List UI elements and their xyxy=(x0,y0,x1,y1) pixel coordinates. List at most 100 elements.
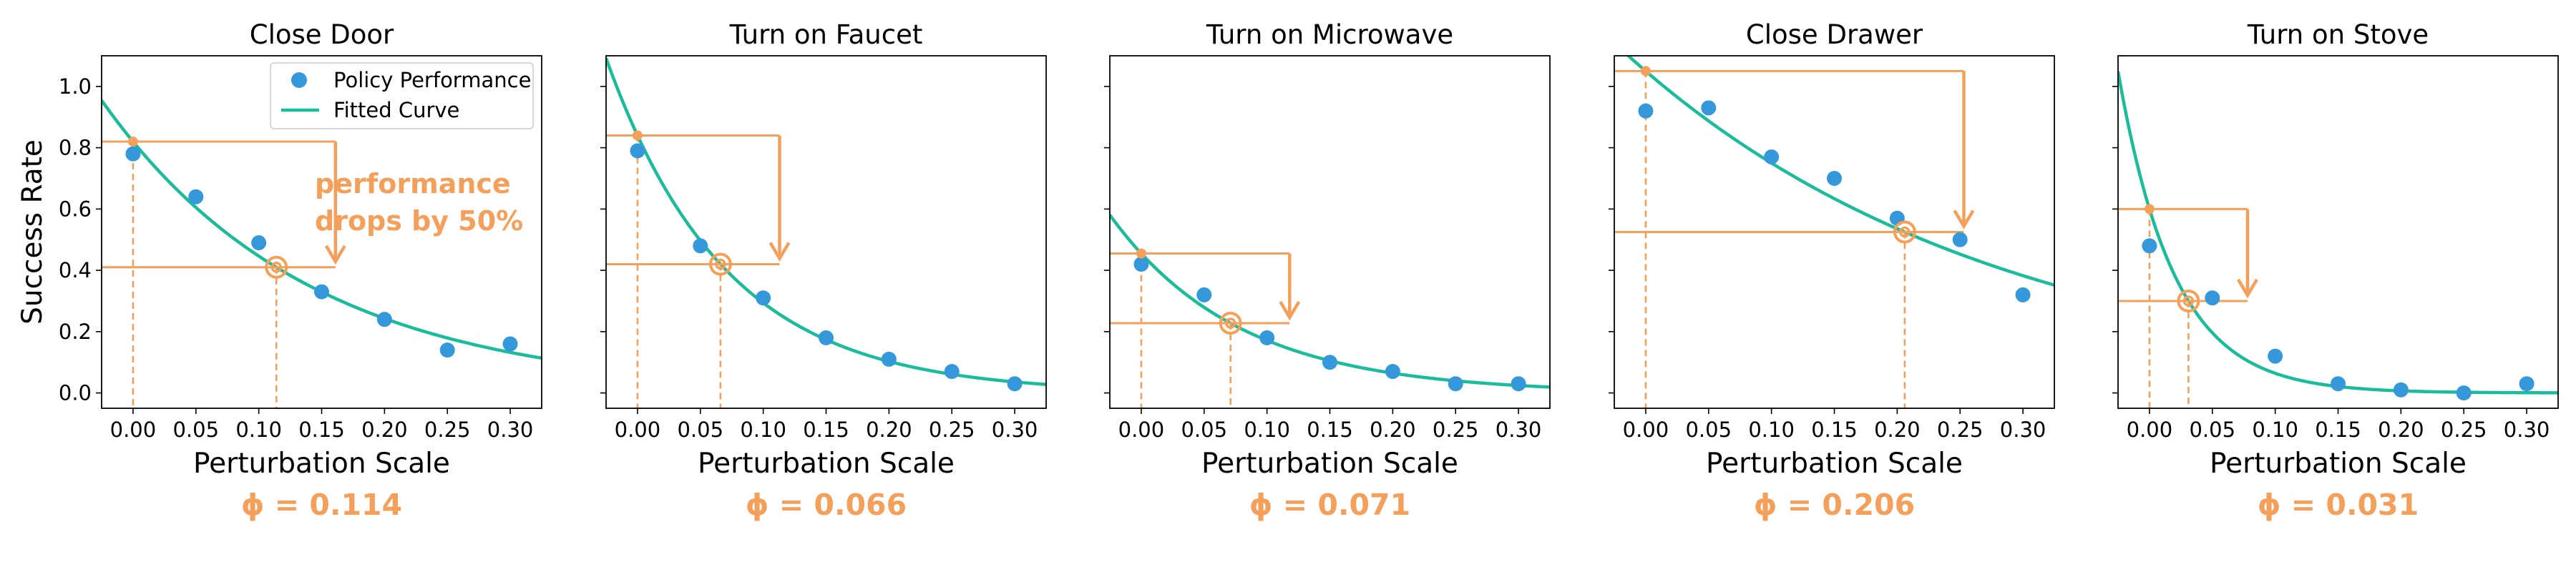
initial-point xyxy=(2144,204,2155,214)
x-tick-label: 0.20 xyxy=(2378,418,2424,442)
x-tick-label: 0.10 xyxy=(1748,418,1795,442)
x-tick-label: 0.30 xyxy=(487,418,534,442)
x-tick-label: 0.00 xyxy=(1623,418,1669,442)
data-point xyxy=(944,364,960,380)
data-point xyxy=(1638,103,1654,119)
data-point xyxy=(1827,170,1842,186)
x-tick-label: 0.30 xyxy=(2000,418,2046,442)
fitted-curve xyxy=(1626,56,2054,287)
subplot-title: Turn on Microwave xyxy=(1206,19,1453,50)
data-point xyxy=(1322,355,1337,370)
data-point xyxy=(2519,376,2534,392)
y-tick-label: 0.6 xyxy=(59,197,92,221)
plot-frame xyxy=(2117,55,2559,409)
plot-frame xyxy=(101,55,542,409)
data-point xyxy=(502,336,518,352)
x-tick-label: 0.05 xyxy=(1685,418,1732,442)
x-tick-label: 0.05 xyxy=(172,418,219,442)
x-tick-label: 0.20 xyxy=(1874,418,1921,442)
drop-arrow-head xyxy=(769,242,791,262)
data-point xyxy=(1385,364,1400,380)
x-tick-label: 0.05 xyxy=(2189,418,2235,442)
subplot-4: Close Drawer 0.00 0.05 0.10 0.15 0.20 0.25 0.30… xyxy=(1609,19,2055,522)
x-axis-label: Perturbation Scale xyxy=(1201,448,1458,480)
plot-frame xyxy=(1614,55,2055,409)
phi-value: ϕ = 0.071 xyxy=(1249,488,1410,522)
half-point-ring xyxy=(1219,312,1242,335)
phi-value: ϕ = 0.066 xyxy=(746,488,907,522)
data-point xyxy=(1133,257,1149,272)
initial-point xyxy=(1640,66,1651,77)
x-tick-label: 0.25 xyxy=(424,418,471,442)
legend-label-points: Policy Performance xyxy=(333,68,531,92)
data-point xyxy=(376,312,392,327)
data-point xyxy=(2015,287,2031,302)
annotation-text: performance xyxy=(315,168,511,199)
data-point xyxy=(1701,100,1717,116)
annotation-text: drops by 50% xyxy=(315,205,523,237)
phi-value: ϕ = 0.114 xyxy=(241,488,402,522)
subplot-3: Turn on Microwave 0.00 0.05 0.10 0.15 0.20 0.2… xyxy=(1104,19,1551,522)
x-axis-label: Perturbation Scale xyxy=(2210,448,2467,480)
subplot-title: Turn on Stove xyxy=(2247,19,2429,50)
data-point xyxy=(756,290,771,306)
half-point-ring xyxy=(1893,220,1916,244)
subplot-title: Close Door xyxy=(250,19,394,50)
phi-value: ϕ = 0.206 xyxy=(1754,488,1915,522)
data-point xyxy=(2205,290,2220,306)
x-tick-label: 0.15 xyxy=(1811,418,1858,442)
data-point xyxy=(881,351,897,367)
half-point-ring xyxy=(2177,289,2200,312)
y-tick-label: 0.4 xyxy=(59,258,92,282)
half-point-core xyxy=(1224,317,1236,329)
x-tick-label: 0.10 xyxy=(235,418,282,442)
y-tick-label: 0.8 xyxy=(59,136,92,160)
data-point xyxy=(2456,385,2472,401)
legend: Policy Performance Fitted Curve xyxy=(270,62,534,129)
drop-arrow-head xyxy=(1279,300,1301,321)
data-point xyxy=(1196,287,1212,302)
initial-point xyxy=(127,137,138,147)
x-tick-label: 0.30 xyxy=(992,418,1038,442)
half-point-ring xyxy=(265,255,288,279)
x-tick-label: 0.10 xyxy=(740,418,786,442)
data-point xyxy=(1007,376,1023,392)
x-axis-label: Perturbation Scale xyxy=(698,448,955,480)
half-point-ring xyxy=(708,252,732,276)
data-point xyxy=(630,143,645,159)
phi-value: ϕ = 0.031 xyxy=(2258,488,2419,522)
x-tick-label: 0.25 xyxy=(1433,418,1479,442)
data-point xyxy=(2331,376,2346,392)
legend-marker-points xyxy=(291,72,307,88)
x-tick-label: 0.15 xyxy=(1307,418,1353,442)
x-axis-label: Perturbation Scale xyxy=(193,448,450,480)
data-point xyxy=(2393,382,2409,398)
subplot-title: Close Drawer xyxy=(1746,19,1923,50)
data-point xyxy=(125,146,141,162)
x-tick-label: 0.00 xyxy=(2127,418,2173,442)
x-tick-label: 0.20 xyxy=(866,418,912,442)
data-point xyxy=(1511,376,1526,392)
x-tick-label: 0.15 xyxy=(298,418,345,442)
legend-box xyxy=(270,62,534,129)
data-point xyxy=(1952,232,1968,247)
half-point-core xyxy=(2182,295,2195,307)
x-tick-label: 0.00 xyxy=(1118,418,1165,442)
fitted-curve xyxy=(2118,71,2558,395)
x-tick-label: 0.25 xyxy=(2441,418,2487,442)
data-point xyxy=(2142,238,2157,254)
x-tick-label: 0.00 xyxy=(615,418,661,442)
x-tick-label: 0.25 xyxy=(929,418,975,442)
plot-frame xyxy=(1109,55,1551,409)
data-point xyxy=(439,342,455,358)
drop-arrow-head xyxy=(324,245,346,265)
x-tick-label: 0.20 xyxy=(361,418,408,442)
data-point xyxy=(251,235,267,251)
x-axis-label: Perturbation Scale xyxy=(1706,448,1963,480)
subplot-1: Close Door 0.00 0.05 0.10 0.15 0.20 0.25 0.30 0.… xyxy=(16,19,542,522)
data-point xyxy=(2268,348,2283,364)
x-tick-label: 0.20 xyxy=(1370,418,1416,442)
data-point xyxy=(819,330,834,345)
half-point-core xyxy=(715,258,726,270)
